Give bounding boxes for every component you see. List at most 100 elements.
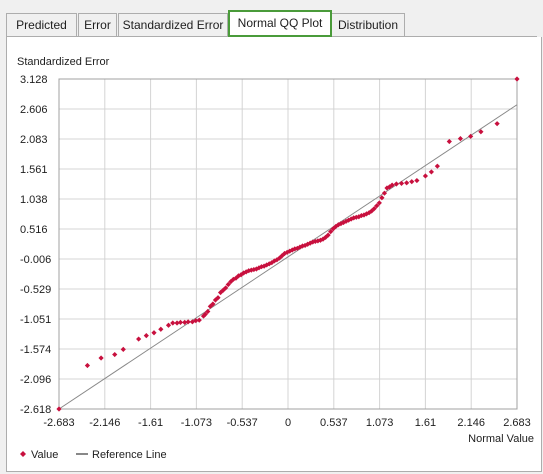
data-point — [225, 281, 231, 288]
data-point — [312, 238, 318, 245]
data-point — [143, 333, 149, 339]
data-point — [279, 253, 285, 259]
tab-normal-qq-plot[interactable]: Normal QQ Plot — [228, 10, 332, 37]
data-point — [202, 311, 208, 317]
tab-bar: Predicted Error Standardized Error Distr… — [0, 0, 543, 37]
data-point — [251, 266, 257, 273]
data-point — [120, 346, 126, 352]
data-point — [185, 319, 191, 325]
data-point — [223, 285, 229, 291]
data-point — [281, 250, 288, 257]
data-point — [320, 236, 326, 242]
reference-line — [58, 104, 518, 410]
y-tick-label: -2.096 — [20, 374, 51, 386]
data-point — [468, 133, 474, 139]
y-tick-label: 1.561 — [20, 164, 48, 176]
data-point — [205, 308, 211, 315]
data-point — [353, 214, 359, 220]
data-point — [361, 212, 367, 218]
data-point — [328, 229, 334, 235]
plot-frame — [58, 78, 518, 410]
y-tick-label: -1.051 — [20, 314, 51, 326]
data-point — [207, 303, 213, 309]
x-tick-label: -0.537 — [227, 417, 258, 429]
data-point — [274, 257, 280, 263]
x-tick-label: -2.146 — [89, 417, 120, 429]
x-tick-label: -2.683 — [43, 417, 74, 429]
data-point — [112, 351, 118, 358]
data-point — [338, 221, 344, 227]
tab-error[interactable]: Error — [78, 13, 117, 36]
data-point — [246, 268, 252, 274]
legend: Value Reference Line — [20, 449, 167, 461]
data-point — [404, 180, 410, 186]
data-point — [136, 336, 142, 342]
data-point — [434, 163, 440, 169]
data-point — [230, 276, 236, 282]
data-point — [84, 362, 91, 369]
x-tick-label: 1.61 — [415, 417, 436, 429]
x-tick-label: 2.146 — [457, 417, 485, 429]
data-point — [422, 173, 429, 179]
data-point — [294, 245, 300, 251]
data-point — [258, 264, 265, 270]
data-point — [393, 181, 399, 187]
y-tick-label: -0.529 — [20, 284, 51, 296]
data-point — [170, 320, 176, 326]
data-point — [346, 217, 352, 223]
data-point — [256, 265, 262, 271]
tab-distribution[interactable]: Distribution — [331, 13, 405, 36]
data-point — [56, 406, 62, 412]
data-point — [358, 212, 365, 219]
data-point — [182, 319, 188, 325]
y-tick-label: 2.083 — [20, 134, 48, 146]
data-point — [409, 179, 415, 185]
data-point — [371, 206, 377, 212]
data-point — [165, 322, 172, 328]
y-axis-title: Standardized Error — [17, 56, 110, 68]
x-tick-label: -1.073 — [181, 417, 212, 429]
data-point — [398, 180, 405, 187]
data-point — [98, 355, 104, 361]
data-point — [305, 241, 311, 247]
data-point — [241, 270, 247, 276]
data-point — [381, 190, 388, 196]
data-point — [428, 169, 434, 175]
data-point — [457, 136, 464, 142]
data-point — [494, 121, 500, 127]
data-point — [189, 319, 196, 325]
data-point — [379, 195, 385, 201]
y-tick-label: 1.038 — [20, 194, 48, 206]
tab-predicted[interactable]: Predicted — [6, 13, 77, 36]
x-tick-label: 0.537 — [320, 417, 348, 429]
data-point — [287, 248, 293, 254]
data-point — [389, 182, 395, 188]
data-point — [158, 326, 164, 332]
data-point — [322, 234, 329, 240]
data-point — [514, 76, 520, 82]
tab-standardized-error[interactable]: Standardized Error — [118, 13, 228, 36]
data-point — [369, 208, 375, 214]
legend-value-marker — [20, 451, 26, 457]
x-axis-title: Normal Value — [468, 433, 534, 445]
legend-value-label: Value — [31, 449, 58, 461]
data-point — [151, 330, 157, 336]
x-tick-label: -1.61 — [138, 417, 163, 429]
legend-reference-line-label: Reference Line — [92, 449, 167, 461]
data-point — [446, 138, 452, 145]
data-point — [289, 247, 295, 253]
data-point — [177, 319, 184, 325]
data-point — [325, 232, 331, 238]
data-point — [271, 258, 277, 264]
y-tick-label: 2.606 — [20, 104, 48, 116]
data-point — [297, 244, 303, 250]
data-point — [330, 226, 336, 232]
data-point — [196, 317, 202, 323]
data-point — [366, 210, 372, 216]
x-tick-label: 2.683 — [503, 417, 531, 429]
y-tick-label: -2.618 — [20, 404, 51, 416]
data-point — [210, 301, 216, 307]
data-point — [376, 200, 382, 206]
y-tick-label: 0.516 — [20, 224, 48, 236]
